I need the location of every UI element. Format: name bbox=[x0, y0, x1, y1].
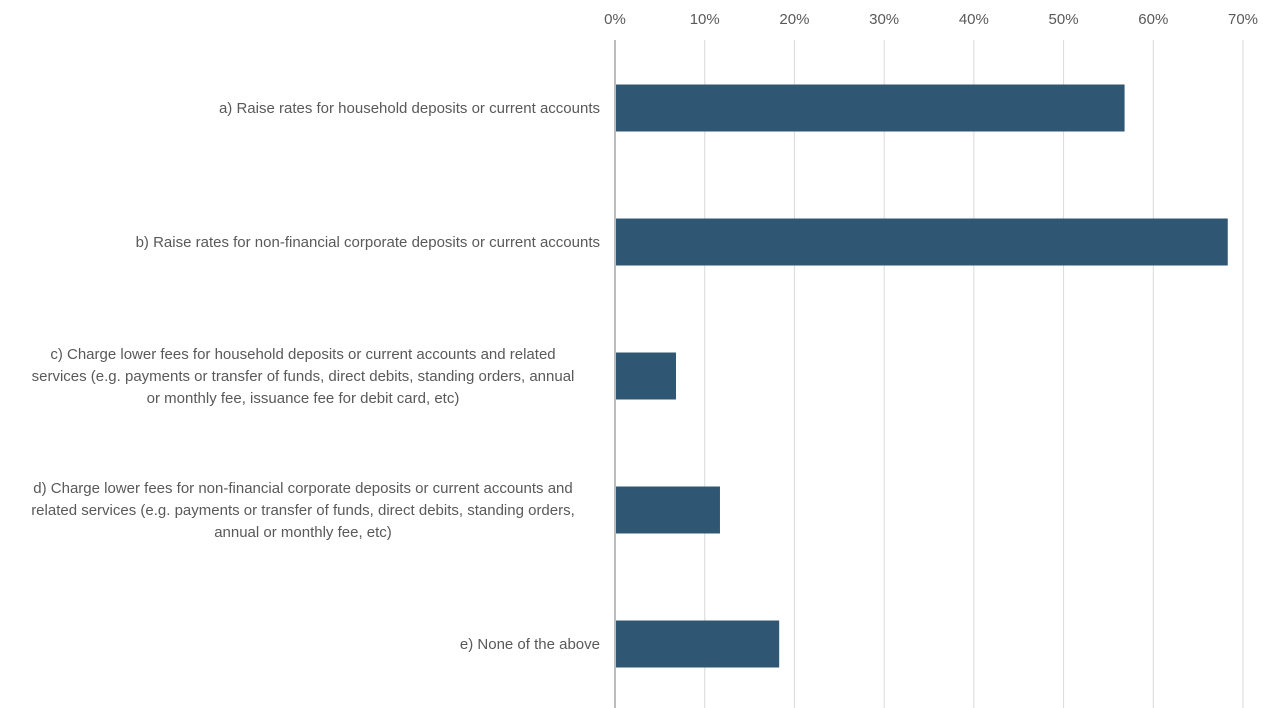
x-axis-tick-labels: 0% 10% 20% 30% 40% 50% 60% 70% bbox=[604, 11, 1258, 28]
bar bbox=[616, 84, 1125, 132]
category-label: c) Charge lower fees for household depos… bbox=[32, 346, 575, 407]
x-tick-label: 20% bbox=[779, 11, 809, 28]
bar bbox=[616, 486, 720, 534]
x-tick-label: 50% bbox=[1049, 11, 1079, 28]
bar bbox=[616, 620, 780, 668]
gridlines bbox=[704, 40, 1244, 708]
x-tick-label: 0% bbox=[604, 11, 626, 28]
x-tick-label: 60% bbox=[1138, 11, 1168, 28]
bar bbox=[616, 352, 677, 400]
bar bbox=[616, 218, 1228, 266]
bars bbox=[616, 84, 1228, 668]
category-label: a) Raise rates for household deposits or… bbox=[219, 100, 600, 117]
category-label: d) Charge lower fees for non-financial c… bbox=[31, 480, 575, 541]
category-label: b) Raise rates for non-financial corpora… bbox=[136, 234, 600, 251]
x-tick-label: 30% bbox=[869, 11, 899, 28]
x-tick-label: 10% bbox=[690, 11, 720, 28]
category-labels: a) Raise rates for household deposits or… bbox=[31, 100, 600, 653]
x-tick-label: 40% bbox=[959, 11, 989, 28]
category-label: e) None of the above bbox=[460, 636, 600, 653]
x-tick-label: 70% bbox=[1228, 11, 1258, 28]
